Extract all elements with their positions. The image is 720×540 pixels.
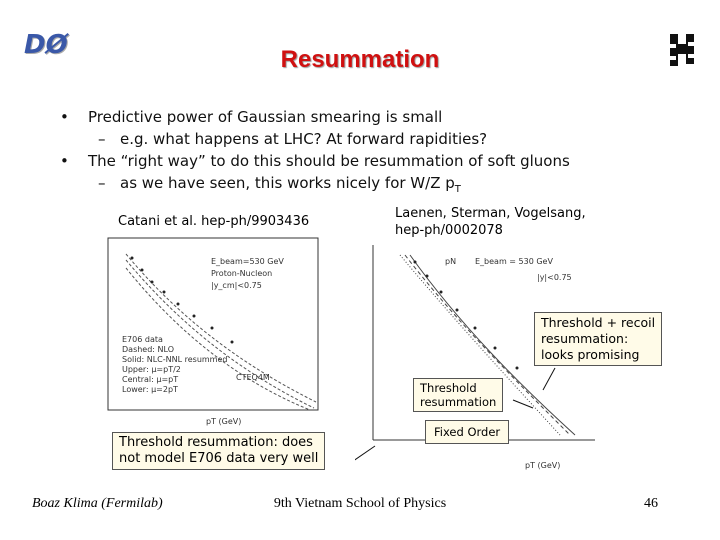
- bullet-text: The “right way” to do this should be res…: [88, 152, 570, 170]
- line: looks promising: [541, 347, 640, 362]
- line: Threshold: [420, 381, 477, 395]
- plot-label: E706 data: [122, 335, 163, 344]
- axis-label: pT (GeV): [525, 461, 560, 470]
- line: resummation: [420, 395, 497, 409]
- axis-label: pT (GeV): [206, 417, 241, 426]
- right-plot: pN E_beam = 530 GeV |y|<0.75 pT (GeV): [355, 245, 595, 470]
- bullet-text: Predictive power of Gaussian smearing is…: [88, 108, 443, 126]
- footer-event: 9th Vietnam School of Physics: [273, 496, 447, 511]
- plot-label: Solid: NLC-NNL resummed: [122, 355, 227, 364]
- bullet: •: [60, 108, 69, 126]
- text: as we have seen, this works nicely for W…: [120, 174, 455, 192]
- arrows: [355, 367, 556, 461]
- dash: –: [98, 130, 106, 148]
- bullet: •: [60, 152, 69, 170]
- line: Threshold resummation: does: [119, 435, 313, 450]
- line: hep-ph/0002078: [395, 223, 503, 238]
- line: Laenen, Sterman, Vogelsang,: [395, 206, 586, 221]
- reference: Catani et al. hep-ph/9903436: [118, 214, 310, 229]
- plot-label: Dashed: NLO: [122, 345, 174, 354]
- slide-title: Resummation: [280, 46, 440, 73]
- footer-author: Boaz Klima (Fermilab): [32, 496, 163, 511]
- dash: –: [98, 174, 106, 192]
- line: resummation:: [541, 331, 629, 346]
- callout: Threshold resummation: [413, 378, 504, 412]
- plot-label: Upper: μ=pT/2: [122, 365, 181, 374]
- sub-bullet: e.g. what happens at LHC? At forward rap…: [120, 130, 488, 148]
- callout: Fixed Order: [425, 420, 510, 444]
- line: Threshold + recoil: [541, 315, 656, 330]
- plot-label: E_beam = 530 GeV: [475, 257, 553, 266]
- plot-label: CTEQ4M: [236, 373, 270, 382]
- line: not model E706 data very well: [119, 451, 319, 466]
- plot-label: Central: μ=pT: [122, 375, 178, 384]
- sub-bullet: as we have seen, this works nicely for W…: [120, 174, 461, 195]
- plot-label: Lower: μ=2pT: [122, 385, 178, 394]
- callout: Threshold resummation: does not model E70…: [112, 432, 326, 470]
- left-plot: E_beam=530 GeV Proton-Nucleon |y_cm|<0.7…: [107, 237, 319, 426]
- plot-label: Proton-Nucleon: [211, 269, 272, 278]
- reference: Laenen, Sterman, Vogelsang, hep-ph/000207…: [395, 205, 586, 239]
- plot-label: |y_cm|<0.75: [211, 281, 262, 290]
- plot-label: E_beam=530 GeV: [211, 257, 284, 266]
- subscript: T: [454, 184, 461, 195]
- plot-label: pN: [445, 257, 456, 266]
- fermilab-logo: [670, 34, 694, 66]
- callout: Threshold + recoil resummation: looks prom…: [534, 312, 663, 366]
- page-number: 46: [644, 496, 658, 511]
- plot-label: |y|<0.75: [537, 273, 572, 282]
- logo: DØ: [24, 30, 68, 60]
